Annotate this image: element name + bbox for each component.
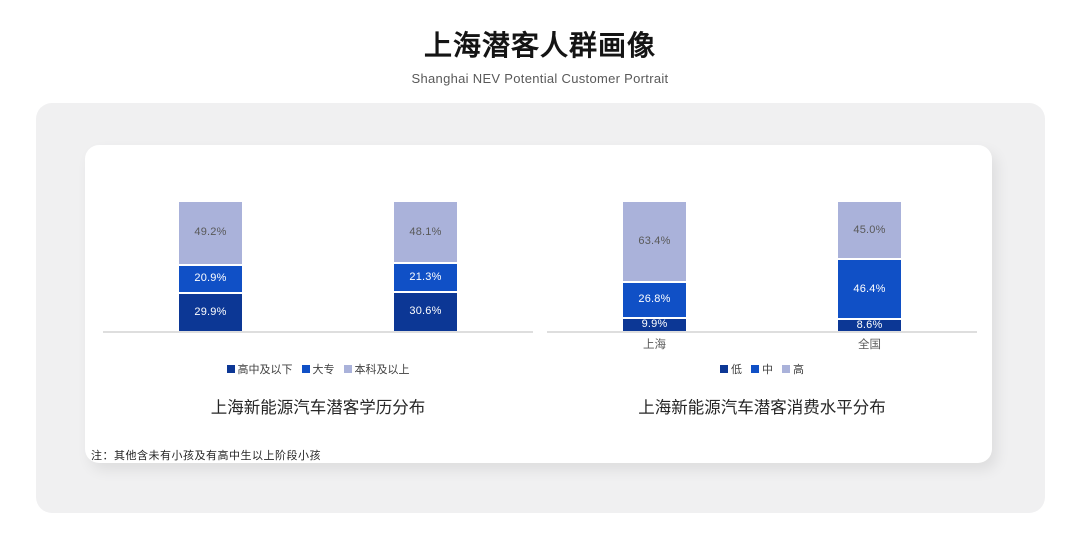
legend-item-高: 高 (782, 361, 804, 377)
bar-segment-中: 46.4% (838, 260, 901, 319)
bar-segment-大专: 21.3% (394, 264, 457, 291)
chart-consumption-distribution: 63.4% 26.8% 9.9% 45.0% 46.4% 8.6% 上海 全国 低 中 高 上海… (547, 145, 977, 418)
stacked-bar: 48.1% 21.3% 30.6% (394, 202, 457, 331)
bar-cell: 49.2% 20.9% 29.9% (103, 202, 318, 331)
bar-segment-高: 45.0% (838, 202, 901, 259)
legend-swatch-icon (782, 365, 790, 373)
page-header: 上海潜客人群画像 Shanghai NEV Potential Customer… (0, 24, 1080, 86)
bar-cell: 45.0% 46.4% 8.6% (762, 202, 977, 331)
stacked-bar: 45.0% 46.4% 8.6% (838, 202, 901, 331)
page-title: 上海潜客人群画像 (423, 30, 656, 61)
x-axis-labels: 上海 全国 (547, 336, 977, 352)
legend-item-高中及以下: 高中及以下 (226, 361, 293, 377)
chart-title: 上海新能源汽车潜客学历分布 (210, 399, 426, 417)
chart-card: 49.2% 20.9% 29.9% 48.1% 21.3% 30.6% 高中及以下 大专 本科… (85, 145, 992, 463)
plot-area: 49.2% 20.9% 29.9% 48.1% 21.3% 30.6% (103, 202, 533, 331)
legend-label: 低 (731, 364, 742, 376)
page-subtitle: Shanghai NEV Potential Customer Portrait (411, 71, 669, 86)
bar-segment-低: 8.6% (838, 320, 901, 331)
bar-segment-本科及以上: 49.2% (179, 202, 242, 264)
plot-area: 63.4% 26.8% 9.9% 45.0% 46.4% 8.6% (547, 201, 977, 331)
legend-item-大专: 大专 (301, 361, 335, 377)
legend-label: 大专 (312, 364, 335, 376)
bar-segment-本科及以上: 48.1% (394, 202, 457, 263)
bar-cell: 63.4% 26.8% 9.9% (547, 201, 762, 331)
legend-swatch-icon (751, 365, 759, 373)
legend: 高中及以下 大专 本科及以上 (103, 361, 533, 377)
legend-item-中: 中 (751, 361, 773, 377)
x-axis-label (103, 336, 318, 352)
stacked-bar: 49.2% 20.9% 29.9% (179, 202, 242, 331)
bar-segment-高中及以下: 29.9% (179, 293, 242, 331)
legend-swatch-icon (343, 365, 352, 373)
legend: 低中高 (547, 361, 977, 377)
bar-segment-中: 26.8% (623, 283, 686, 317)
bar-segment-大专: 20.9% (179, 265, 242, 292)
x-axis-labels (103, 336, 533, 352)
legend-label: 高 (793, 364, 804, 376)
bar-segment-低: 9.9% (623, 318, 686, 331)
legend-item-低: 低 (720, 361, 742, 377)
bar-cell: 48.1% 21.3% 30.6% (318, 202, 533, 331)
chart-education-distribution: 49.2% 20.9% 29.9% 48.1% 21.3% 30.6% 高中及以下 大专 本科… (103, 145, 533, 418)
legend-item-本科及以上: 本科及以上 (343, 361, 410, 377)
stacked-bar: 63.4% 26.8% 9.9% (623, 201, 686, 331)
legend-swatch-icon (720, 365, 728, 373)
legend-label: 高中及以下 (237, 364, 293, 376)
bar-segment-高: 63.4% (623, 201, 686, 282)
x-axis-line (547, 331, 977, 333)
x-axis-label: 上海 (643, 339, 666, 351)
x-axis-line (103, 331, 533, 333)
chart-title: 上海新能源汽车潜客消费水平分布 (638, 399, 886, 417)
legend-swatch-icon (301, 365, 310, 373)
footnote: 注：其他含未有小孩及有高中生以上阶段小孩 (91, 450, 321, 462)
x-axis-label (318, 336, 533, 352)
bar-segment-高中及以下: 30.6% (394, 292, 457, 331)
charts-container: 49.2% 20.9% 29.9% 48.1% 21.3% 30.6% 高中及以下 大专 本科… (103, 145, 977, 418)
x-axis-label: 全国 (858, 339, 881, 351)
legend-label: 中 (762, 364, 773, 376)
legend-label: 本科及以上 (354, 364, 410, 376)
legend-swatch-icon (226, 365, 235, 373)
